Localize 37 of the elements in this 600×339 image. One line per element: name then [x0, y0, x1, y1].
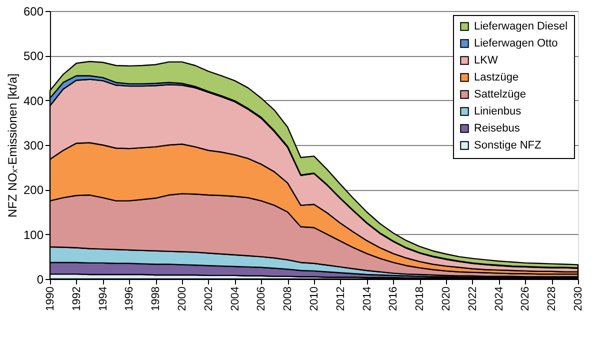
legend-label: Sattelzüge: [474, 88, 526, 100]
x-tick-label: 2026: [520, 286, 532, 311]
y-tick-label: 600: [23, 4, 44, 18]
legend-label: LKW: [474, 54, 498, 66]
x-tick-label: 2024: [493, 286, 506, 311]
x-tick-label: 2022: [466, 286, 479, 311]
x-tick-label: 2002: [202, 286, 215, 311]
x-tick-label: 2016: [388, 286, 400, 311]
x-tick-label: 2008: [282, 286, 294, 311]
y-tick-label: 500: [23, 49, 44, 64]
x-tick-label: 2030: [572, 286, 584, 311]
legend-label: Lieferwagen Diesel: [474, 20, 568, 32]
legend-label: Lieferwagen Otto: [474, 38, 558, 50]
y-axis-title: NFZ NOₓ-Emissionen [kt/a]: [5, 74, 20, 218]
x-tick-label: 2010: [308, 286, 320, 311]
x-tick-label: 2020: [440, 286, 452, 311]
y-tick-label: 0: [36, 272, 44, 286]
x-tick-label: 2004: [229, 286, 242, 311]
legend-label: Lastzüge: [474, 72, 519, 84]
x-tick-label: 2028: [546, 286, 558, 311]
x-tick-label: 2000: [176, 286, 188, 311]
x-tick-label: 1994: [97, 286, 110, 311]
x-tick-label: 2006: [256, 286, 268, 311]
y-tick-label: 200: [23, 183, 44, 198]
x-tick-label: 2012: [334, 286, 347, 311]
x-tick-label: 2014: [361, 286, 374, 311]
legend-label: Reisebus: [474, 122, 520, 134]
legend-label: Sonstige NFZ: [474, 140, 542, 152]
y-tick-label: 400: [23, 94, 44, 108]
x-tick-label: 1996: [124, 286, 136, 311]
legend-label: Linienbus: [474, 106, 522, 118]
y-tick-label: 300: [23, 138, 44, 152]
x-tick-label: 1998: [150, 286, 162, 311]
x-tick-label: 1990: [44, 286, 56, 311]
x-tick-label: 1992: [70, 286, 83, 311]
x-tick-label: 2018: [414, 286, 426, 311]
y-tick-label: 100: [23, 228, 44, 242]
